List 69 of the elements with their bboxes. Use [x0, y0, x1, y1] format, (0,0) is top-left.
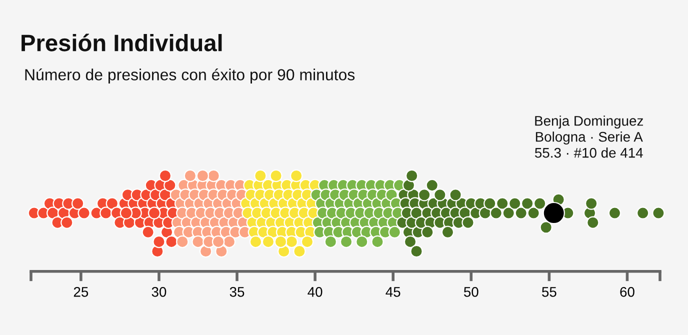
point — [254, 169, 267, 182]
point — [608, 206, 622, 220]
x-tick-label: 25 — [74, 286, 88, 297]
point — [533, 197, 546, 210]
x-tick-label: 60 — [620, 286, 634, 297]
point — [542, 202, 565, 224]
point — [152, 235, 166, 248]
point — [652, 206, 665, 220]
point — [434, 188, 446, 202]
point — [192, 235, 204, 248]
point — [371, 235, 384, 248]
point — [441, 226, 454, 239]
point — [514, 206, 528, 220]
point — [586, 216, 600, 229]
point — [196, 169, 210, 182]
point — [158, 169, 172, 182]
point — [508, 197, 522, 210]
point — [106, 197, 119, 210]
point — [462, 216, 474, 229]
point — [290, 169, 303, 182]
point — [388, 226, 402, 239]
point — [356, 235, 368, 248]
point — [249, 235, 262, 248]
point — [293, 244, 306, 258]
chart-title: Presión Individual — [22, 34, 222, 52]
point — [148, 206, 161, 220]
point — [212, 235, 225, 248]
point — [426, 178, 438, 192]
point — [421, 226, 434, 239]
x-tick-label: 45 — [386, 287, 400, 297]
x-tick-label: 30 — [152, 286, 166, 297]
point — [484, 197, 496, 210]
point — [324, 235, 338, 248]
point — [60, 216, 74, 229]
point — [418, 188, 431, 202]
point — [100, 206, 112, 220]
point — [502, 206, 515, 220]
point — [540, 221, 552, 234]
x-tick-label: 50 — [464, 286, 478, 297]
point — [274, 235, 288, 248]
point — [262, 235, 275, 248]
text: Benja Dominguez Bologna · Serie A 55.3 · #10 de 414 — [534, 116, 643, 158]
point — [270, 169, 282, 182]
point — [285, 235, 298, 248]
chart-subtitle: Número de presiones con éxito por 90 minutos — [25, 68, 355, 84]
point — [584, 197, 598, 210]
point — [176, 235, 189, 248]
point — [520, 197, 534, 210]
point — [207, 169, 220, 182]
point — [71, 197, 84, 210]
x-tick-label: 55 — [542, 287, 556, 297]
point — [636, 206, 650, 220]
point — [78, 206, 90, 220]
point — [222, 235, 236, 248]
point — [340, 235, 353, 248]
point — [120, 206, 133, 220]
point — [405, 169, 418, 182]
x-tick-label: 40 — [308, 286, 322, 297]
point — [142, 226, 154, 239]
point — [300, 235, 314, 248]
point — [527, 206, 540, 220]
point — [404, 235, 417, 248]
point — [496, 197, 509, 210]
point — [490, 206, 502, 220]
x-tick-label: 35 — [230, 286, 244, 297]
point — [184, 169, 197, 182]
point — [449, 188, 462, 202]
point — [410, 244, 423, 258]
point — [165, 235, 178, 248]
